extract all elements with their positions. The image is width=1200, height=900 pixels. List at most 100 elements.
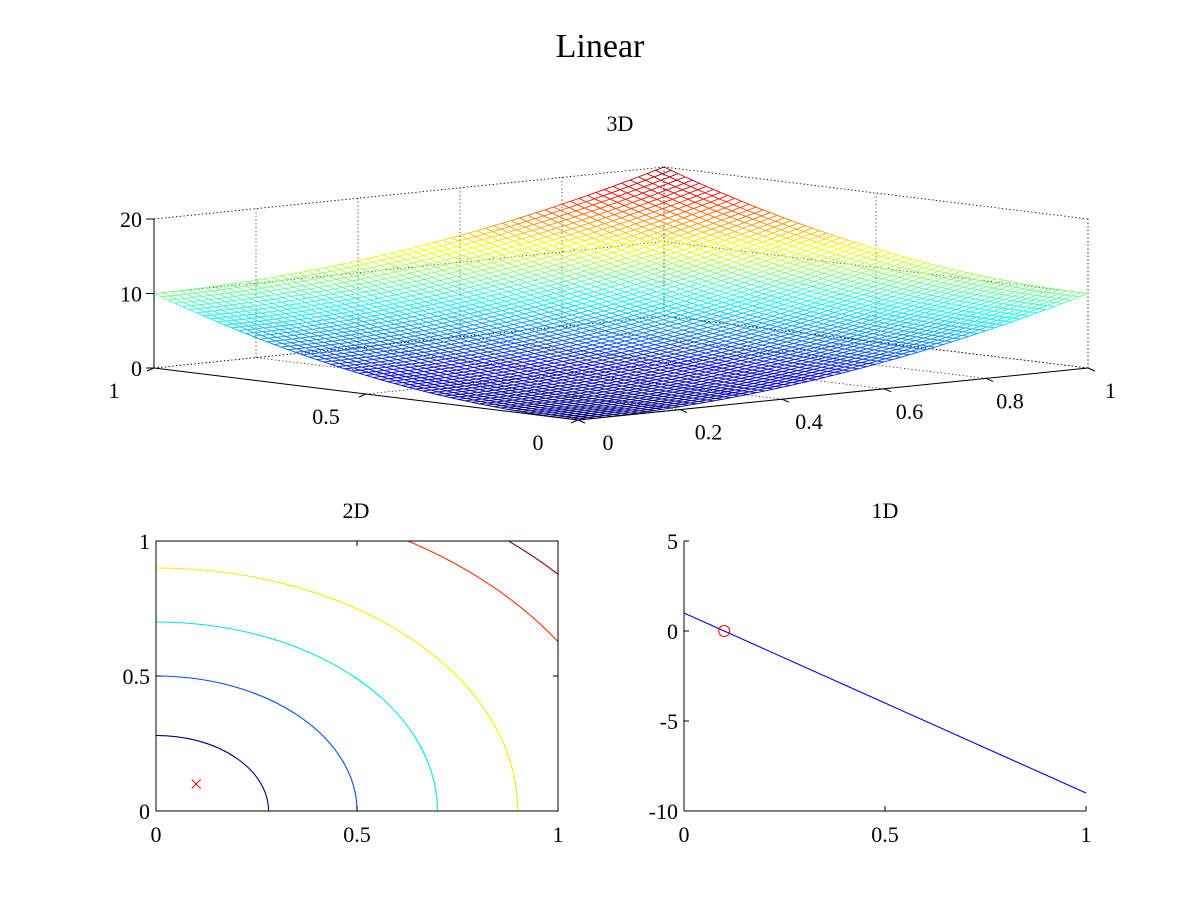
mesh-line [689, 189, 699, 194]
mesh-line [251, 316, 261, 319]
mesh-line [545, 341, 555, 345]
mesh-line [782, 305, 792, 310]
mesh-line [486, 404, 494, 408]
mesh-line [676, 273, 686, 277]
mesh-line [454, 389, 463, 393]
mesh-line [633, 377, 641, 381]
mesh-line [840, 337, 849, 341]
mesh-line [560, 270, 569, 274]
mesh-line [602, 336, 612, 340]
mesh-line [599, 364, 609, 368]
mesh-line [662, 238, 672, 242]
mesh-line [609, 229, 619, 233]
mesh-line [954, 286, 964, 291]
mesh-line [551, 385, 560, 388]
mesh-line [870, 292, 879, 297]
mesh-line [625, 289, 635, 293]
mesh-line [848, 312, 858, 317]
mesh-line [438, 390, 447, 393]
mesh-line [430, 389, 439, 393]
mesh-line [387, 343, 395, 347]
mesh-line [506, 381, 515, 384]
mesh-line [582, 325, 592, 329]
mesh-line [356, 340, 364, 345]
mesh-line [475, 233, 485, 237]
mesh-line [439, 305, 449, 308]
mesh-line [865, 281, 875, 286]
mesh-line [442, 267, 452, 271]
mesh-line [930, 315, 940, 319]
mesh-line [269, 333, 279, 335]
mesh-line [404, 360, 413, 363]
mesh-line [397, 357, 406, 360]
mesh-line [614, 273, 623, 278]
mesh-line [520, 386, 528, 389]
mesh-line [213, 309, 222, 312]
mesh-line [687, 376, 696, 380]
mesh-line [574, 303, 584, 307]
mesh-line [608, 235, 618, 239]
mesh-line [271, 280, 281, 283]
mesh-line [241, 297, 251, 300]
mesh-line [209, 298, 218, 301]
mesh-line [883, 340, 893, 345]
mesh-line [619, 373, 628, 376]
mesh-line [443, 395, 451, 399]
mesh-line [970, 308, 980, 313]
mesh-line [590, 368, 599, 371]
mesh-line [566, 401, 574, 404]
mesh-line [682, 368, 692, 372]
mesh-line [415, 278, 425, 282]
mesh-line [408, 370, 416, 374]
mesh-line [712, 352, 722, 356]
mesh-line [583, 384, 592, 387]
mesh-line [539, 392, 549, 395]
mesh-line [721, 328, 731, 332]
mesh-line [713, 280, 722, 284]
mesh-line [620, 328, 630, 332]
mesh-line [500, 338, 508, 342]
mesh-line [738, 271, 748, 276]
mesh-line [435, 320, 443, 324]
mesh-line [671, 378, 679, 382]
mesh-line [664, 391, 674, 395]
mesh-line [589, 328, 599, 332]
mesh-line [523, 360, 532, 363]
mesh-line [336, 305, 344, 310]
mesh-line [484, 376, 494, 379]
mesh-line [622, 323, 632, 327]
mesh-line [487, 302, 497, 306]
mesh-line [733, 392, 741, 394]
mesh-line [557, 280, 567, 284]
mesh-line [435, 318, 445, 321]
mesh-line [306, 269, 316, 272]
mesh-line [298, 344, 306, 349]
mesh-line [734, 335, 743, 340]
mesh-line [591, 270, 601, 275]
mesh-line [773, 371, 783, 375]
mesh-line [583, 382, 593, 386]
mesh-line [412, 338, 422, 341]
mesh-line [834, 369, 844, 373]
mesh-line [540, 357, 549, 360]
mesh-line [588, 373, 597, 376]
mesh-line [625, 359, 634, 363]
mesh-line [942, 303, 951, 308]
mesh-line [578, 394, 587, 397]
mesh-line [462, 252, 472, 256]
mesh-line [381, 313, 390, 318]
mesh-line [417, 273, 427, 277]
mesh-line [450, 364, 459, 368]
mesh-line [408, 350, 416, 355]
mesh-line [252, 288, 261, 294]
mesh-line [333, 286, 343, 290]
mesh-line [517, 356, 525, 360]
mesh-line [797, 305, 807, 309]
mesh-line [868, 360, 878, 364]
mesh-line [794, 336, 804, 340]
mesh-line [588, 251, 598, 256]
mesh-line [631, 238, 640, 242]
mesh-line [1021, 289, 1031, 294]
mesh-line [508, 391, 518, 394]
mesh-line [581, 330, 590, 334]
